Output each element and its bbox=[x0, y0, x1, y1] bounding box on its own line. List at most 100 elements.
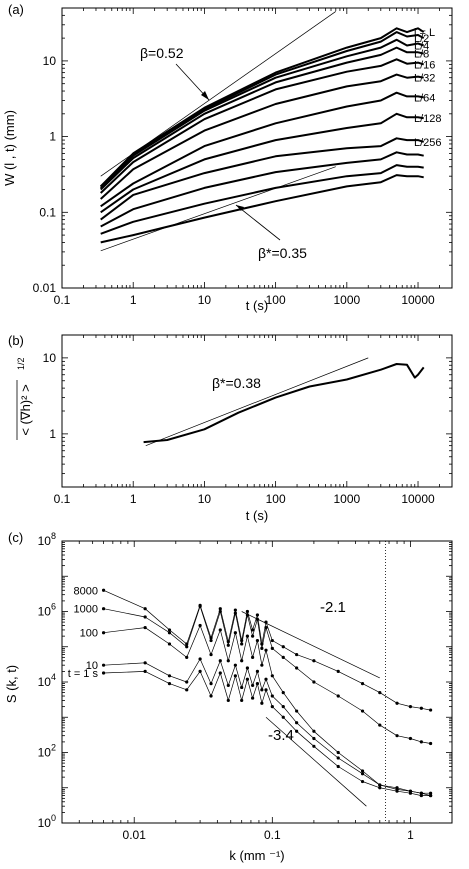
y-tick-label: 108 bbox=[38, 531, 56, 548]
series-line bbox=[103, 605, 431, 744]
data-point bbox=[281, 705, 285, 709]
data-point bbox=[260, 688, 264, 692]
data-point bbox=[255, 669, 260, 673]
series-line bbox=[103, 625, 431, 794]
data-point bbox=[167, 682, 172, 686]
data-point bbox=[295, 729, 299, 733]
y-tick-exponent: 8 bbox=[51, 531, 56, 541]
data-point bbox=[312, 659, 316, 663]
data-point bbox=[185, 655, 189, 659]
x-axis-label: t (s) bbox=[246, 508, 268, 523]
data-point bbox=[281, 645, 285, 649]
data-point bbox=[336, 756, 340, 760]
y-tick-exponent: 4 bbox=[51, 672, 56, 682]
series-group bbox=[143, 363, 425, 444]
data-point bbox=[198, 657, 202, 661]
series-label: 100 bbox=[80, 628, 98, 640]
y-tick-label: 106 bbox=[38, 602, 56, 619]
y-tick-label: 1 bbox=[49, 427, 56, 441]
data-point bbox=[143, 669, 147, 673]
y-tick-label: 10 bbox=[43, 54, 57, 68]
data-point bbox=[185, 680, 189, 684]
data-point bbox=[226, 659, 230, 663]
data-point bbox=[226, 683, 230, 688]
data-point bbox=[245, 609, 249, 614]
data-point bbox=[295, 652, 299, 657]
data-point bbox=[218, 659, 222, 663]
data-point bbox=[429, 741, 433, 746]
data-point bbox=[336, 669, 340, 673]
data-point bbox=[312, 680, 316, 684]
data-point bbox=[240, 685, 244, 690]
data-point bbox=[270, 646, 274, 650]
data-point bbox=[198, 623, 202, 628]
y-tick-label: 0.1 bbox=[39, 205, 56, 219]
data-point bbox=[255, 638, 260, 643]
data-point bbox=[360, 709, 365, 713]
x-axis-label: t (s) bbox=[246, 298, 268, 313]
y-tick-label: 104 bbox=[38, 672, 56, 689]
data-point bbox=[245, 613, 249, 617]
data-point bbox=[419, 706, 423, 710]
series-label: L/8 bbox=[414, 49, 429, 61]
x-tick-label: 10 bbox=[198, 293, 212, 307]
series-label: L/16 bbox=[414, 59, 435, 71]
x-axis: 0.1 1 10 100 1000 10000 bbox=[54, 335, 453, 506]
data-point bbox=[143, 607, 147, 611]
beta-star-arrowhead bbox=[236, 205, 244, 211]
x-tick-label: 1000 bbox=[333, 492, 360, 506]
data-point bbox=[336, 750, 340, 755]
data-point bbox=[360, 682, 365, 686]
series-line bbox=[103, 589, 431, 711]
series-label: L/256 bbox=[414, 137, 442, 149]
data-point bbox=[101, 588, 106, 592]
series-label: 10 bbox=[86, 660, 98, 672]
data-point bbox=[245, 634, 249, 638]
guide-line bbox=[145, 357, 369, 446]
data-point bbox=[378, 691, 382, 695]
x-tick-label: 0.1 bbox=[54, 492, 71, 506]
guide-line bbox=[265, 716, 367, 807]
x-tick-label: 1 bbox=[130, 492, 137, 506]
data-point bbox=[408, 736, 413, 741]
data-point bbox=[167, 628, 172, 632]
series-group bbox=[99, 27, 425, 244]
data-point bbox=[233, 608, 237, 612]
data-point bbox=[260, 646, 264, 650]
series-line bbox=[100, 73, 424, 200]
data-point bbox=[295, 709, 299, 713]
y-axis-label: S (k, t) bbox=[4, 665, 19, 703]
data-point bbox=[240, 642, 244, 646]
data-point bbox=[312, 729, 316, 733]
x-tick-label: 100 bbox=[266, 293, 286, 307]
x-axis-label: k (mm ⁻¹) bbox=[229, 848, 284, 863]
y-axis-label: W (l , t) (mm) bbox=[2, 110, 17, 186]
series-group bbox=[101, 588, 433, 798]
series-line bbox=[100, 58, 425, 194]
data-point bbox=[429, 793, 433, 798]
data-point bbox=[233, 674, 237, 678]
data-point bbox=[336, 764, 340, 769]
data-point bbox=[218, 671, 222, 675]
data-point bbox=[209, 652, 213, 657]
data-point bbox=[270, 638, 274, 643]
data-point bbox=[143, 661, 147, 665]
y-axis-label-group: < (∇h)² > 1/2 bbox=[16, 357, 33, 440]
data-point bbox=[378, 786, 382, 790]
x-axis: 0.01 0.1 1 bbox=[61, 541, 453, 842]
data-point bbox=[281, 691, 285, 695]
data-point bbox=[101, 671, 106, 675]
series-line bbox=[103, 658, 431, 796]
data-point bbox=[429, 791, 433, 795]
data-point bbox=[264, 688, 268, 692]
plot-frame bbox=[61, 334, 453, 488]
data-point bbox=[264, 625, 268, 630]
data-point bbox=[429, 708, 433, 712]
series-labels: l = LL/2L/4L/8L/16 L/32 L/64 L/128 L/256 bbox=[414, 27, 442, 149]
data-point bbox=[260, 701, 264, 705]
data-point bbox=[295, 721, 299, 725]
data-point bbox=[360, 772, 365, 776]
x-tick-label: 1 bbox=[407, 828, 414, 842]
